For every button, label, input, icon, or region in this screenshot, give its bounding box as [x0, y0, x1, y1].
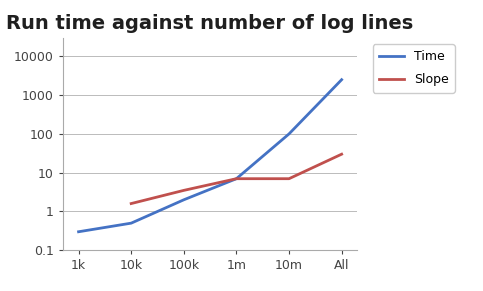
Slope — [339, 152, 344, 156]
Title: Run time against number of log lines: Run time against number of log lines — [6, 15, 414, 33]
Slope — [233, 177, 239, 180]
Time — [286, 132, 292, 136]
Legend: Time, Slope: Time, Slope — [372, 44, 455, 93]
Slope — [181, 189, 187, 192]
Slope — [286, 177, 292, 180]
Time — [128, 221, 134, 225]
Time — [339, 78, 344, 81]
Time — [181, 198, 187, 202]
Slope — [128, 202, 134, 205]
Time — [76, 230, 82, 233]
Line: Time: Time — [79, 80, 341, 232]
Line: Slope: Slope — [131, 154, 341, 204]
Time — [233, 177, 239, 180]
